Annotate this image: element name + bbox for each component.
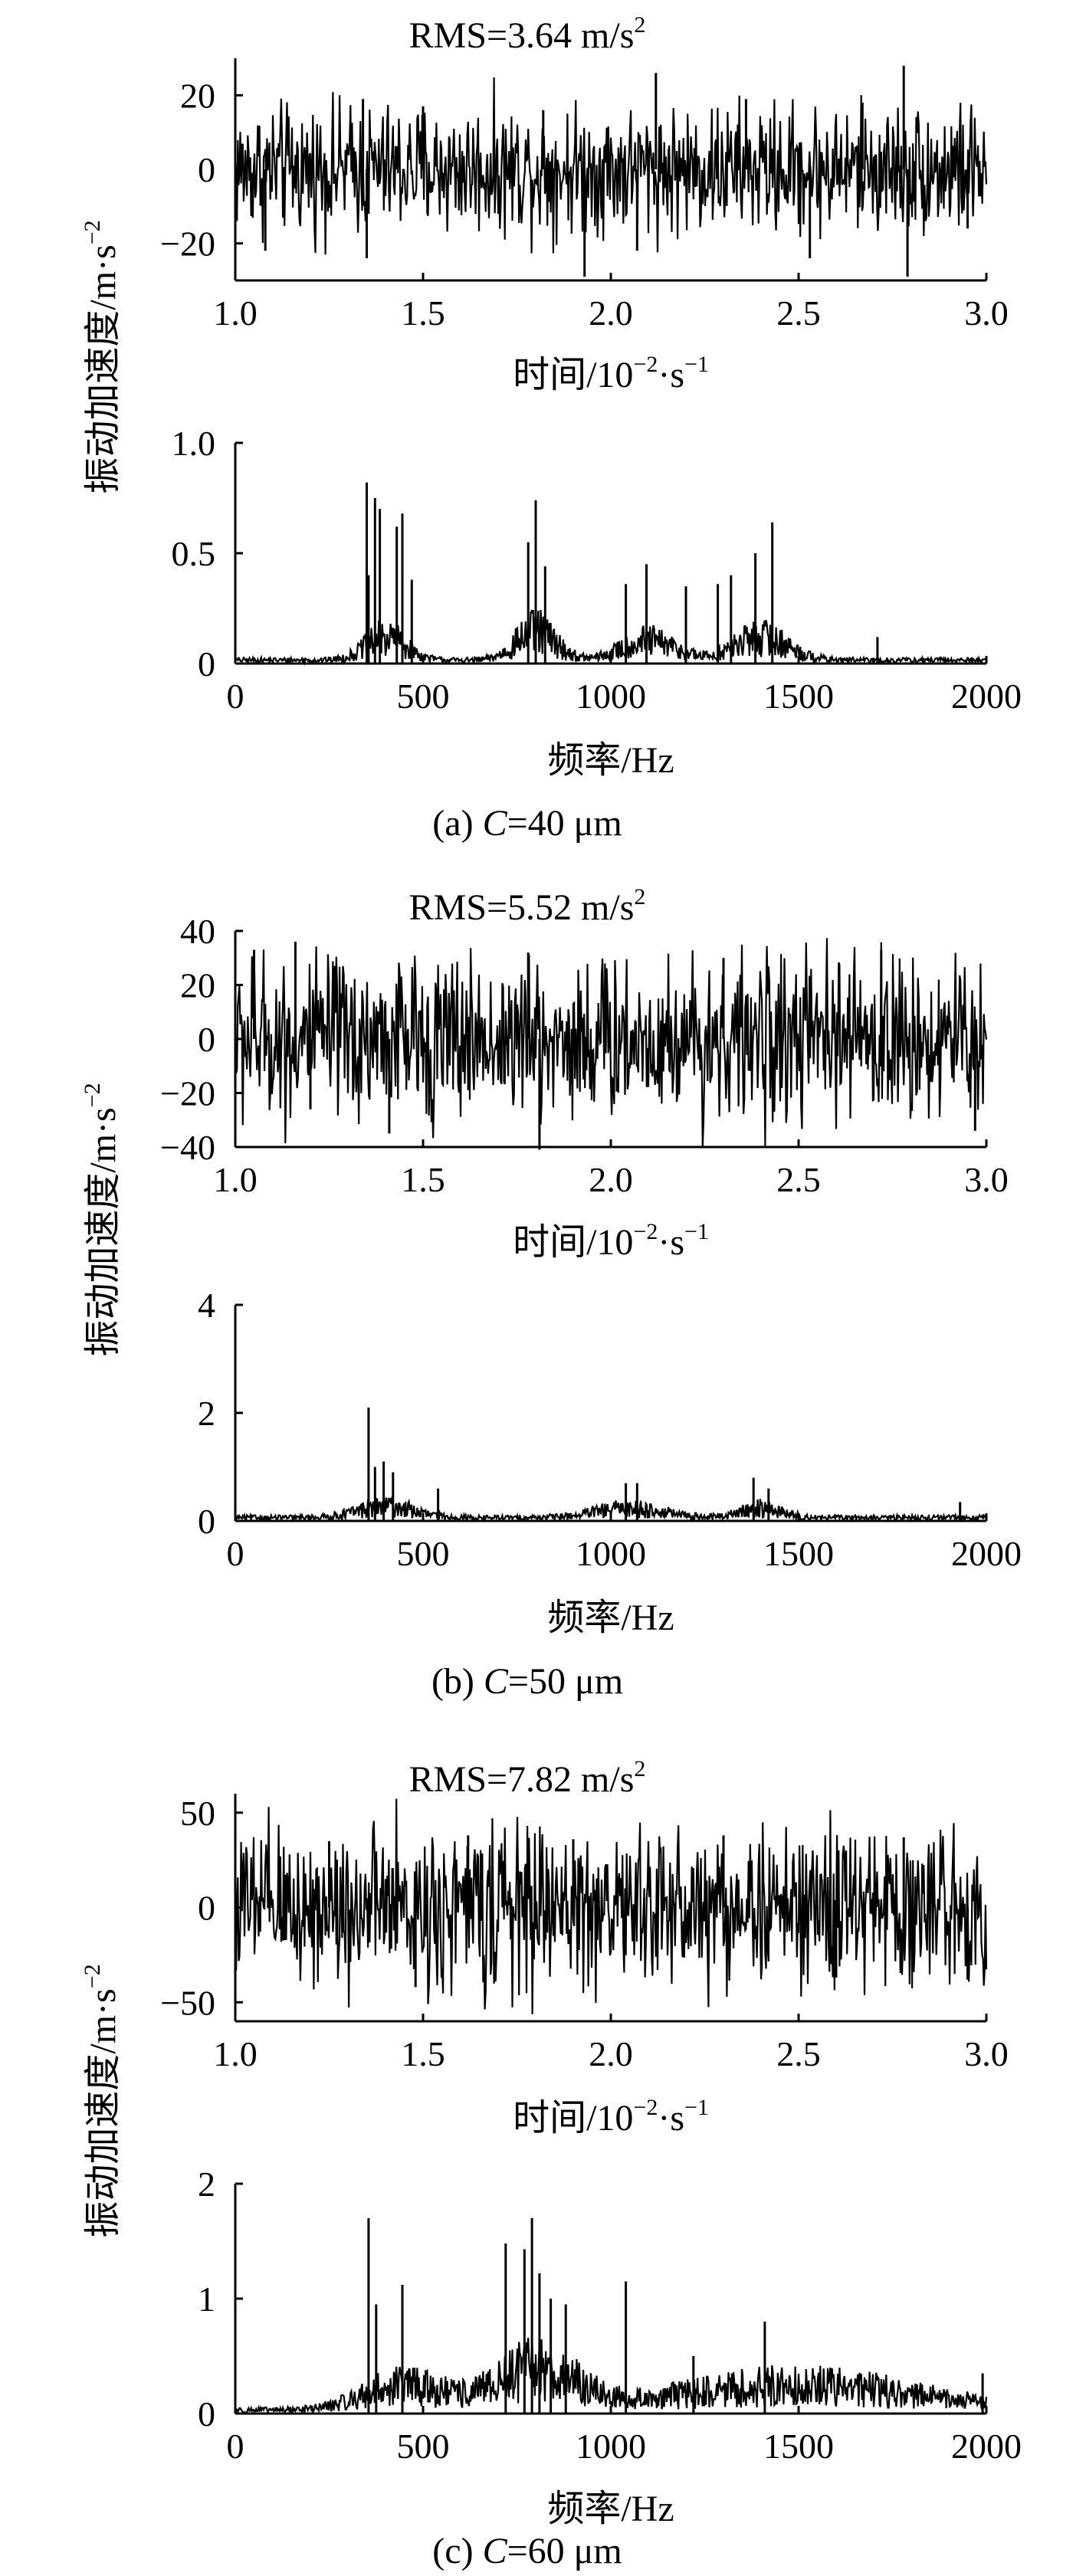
x-tick-label-a-time-3: 2.5	[776, 293, 821, 333]
x-tick-label-b-freq-1: 500	[397, 1534, 450, 1573]
x-tick-label-a-time-0: 1.0	[213, 293, 258, 333]
x-tick-label-b-time-4: 3.0	[964, 1160, 1009, 1199]
rms-superscript-c: 2	[634, 1756, 645, 1781]
y-tick-label-b-freq-2: 0	[198, 1502, 215, 1541]
x-tick-label-b-freq-2: 1000	[576, 1534, 646, 1573]
x-tick-label-c-freq-2: 1000	[576, 2427, 646, 2466]
time-axis-label-b: 时间/10−2·s−1	[513, 1219, 709, 1263]
x-tick-label-b-freq-4: 2000	[951, 1534, 1022, 1573]
time-axis-b: 1.0 1.5 2.0 2.5 3.0 40 20 0 −20 −40	[160, 912, 1009, 1199]
y-tick-label-c-time-2: −50	[160, 1983, 215, 2022]
caption-a: (a) C=40 μm	[432, 803, 622, 844]
y-tick-label-a-time-2: −20	[160, 224, 215, 264]
y-tick-label-c-time-0: 50	[180, 1794, 215, 1833]
y-tick-label-b-freq-1: 2	[198, 1394, 215, 1433]
x-tick-label-c-time-3: 2.5	[776, 2034, 821, 2073]
time-axis-c: 1.0 1.5 2.0 2.5 3.0 50 0 −50	[160, 1794, 1009, 2073]
x-tick-label-a-freq-3: 1500	[763, 677, 834, 716]
x-tick-label-a-time-2: 2.0	[589, 293, 633, 333]
y-tick-label-b-time-3: −20	[160, 1074, 215, 1113]
y-tick-label-b-time-0: 40	[180, 912, 215, 951]
y-tick-label-a-freq-1: 0.5	[172, 534, 216, 573]
x-tick-label-a-freq-1: 500	[397, 677, 450, 716]
freq-axis-label-b: 频率/Hz	[547, 1598, 674, 1638]
rms-label-b: RMS=5.52 m/s2	[409, 884, 646, 928]
y-tick-label-c-time-1: 0	[198, 1889, 215, 1928]
x-tick-label-c-freq-1: 500	[397, 2427, 450, 2466]
y-tick-label-a-time-1: 0	[198, 150, 215, 189]
x-tick-label-c-time-2: 2.0	[589, 2034, 633, 2073]
freq-axis-a: 0 500 1000 1500 2000 1.0 0.5 0	[172, 424, 1022, 716]
x-tick-label-c-time-0: 1.0	[213, 2034, 258, 2073]
x-tick-label-c-freq-4: 2000	[951, 2427, 1022, 2466]
y-tick-label-a-freq-0: 1.0	[172, 424, 216, 463]
y-tick-label-a-time-0: 20	[180, 76, 215, 115]
caption-b: (b) C=50 μm	[431, 1661, 623, 1702]
y-tick-label-b-time-4: −40	[160, 1128, 215, 1167]
y-tick-label-b-time-1: 20	[180, 966, 215, 1005]
x-tick-label-a-time-4: 3.0	[964, 293, 1009, 333]
x-tick-label-c-time-4: 3.0	[964, 2034, 1009, 2073]
y-tick-label-c-freq-2: 0	[198, 2394, 215, 2433]
caption-c: (c) C=60 μm	[432, 2531, 622, 2571]
freq-axis-c: 0 500 1000 1500 2000 2 1 0	[198, 2165, 1022, 2466]
x-tick-label-a-time-1: 1.5	[401, 293, 445, 333]
freq-axis-b: 0 500 1000 1500 2000 4 2 0	[198, 1286, 1022, 1573]
plot-layer	[234, 65, 988, 2416]
series-trace-b-time	[234, 938, 988, 1148]
rms-superscript-b: 2	[634, 884, 645, 909]
x-tick-label-b-time-2: 2.0	[589, 1160, 633, 1199]
y-tick-label-b-freq-0: 4	[198, 1286, 215, 1325]
series-trace-a-time	[234, 77, 988, 255]
time-axis-label-a: 时间/10−2·s−1	[513, 352, 709, 395]
time-axis-label-c: 时间/10−2·s−1	[513, 2095, 709, 2138]
series-trace-a-freq	[234, 609, 987, 666]
series-trace-c-freq	[235, 2338, 988, 2416]
y-axis-label-a: 振动加速度/m·s−2	[80, 220, 123, 493]
series-trace-b-freq	[234, 1495, 987, 1523]
x-tick-label-b-time-1: 1.5	[401, 1160, 445, 1199]
freq-axis-label-a: 频率/Hz	[547, 740, 674, 781]
x-tick-label-a-freq-0: 0	[227, 677, 244, 716]
rms-label-c: RMS=7.82 m/s2	[409, 1756, 646, 1800]
series-trace-c-time	[234, 1798, 988, 2014]
x-tick-label-a-freq-4: 2000	[951, 677, 1022, 716]
rms-superscript-a: 2	[634, 12, 645, 38]
x-tick-label-b-time-3: 2.5	[776, 1160, 821, 1199]
time-axis-a: 1.0 1.5 2.0 2.5 3.0 20 0 −20	[160, 58, 1009, 333]
rms-label-a: RMS=3.64 m/s2	[409, 12, 646, 56]
x-tick-label-c-freq-0: 0	[227, 2427, 244, 2466]
x-tick-label-b-freq-0: 0	[227, 1534, 244, 1573]
y-tick-label-c-freq-0: 2	[198, 2165, 215, 2204]
freq-axis-label-c: 频率/Hz	[547, 2489, 674, 2529]
x-tick-label-b-freq-3: 1500	[763, 1534, 834, 1573]
x-tick-label-b-time-0: 1.0	[213, 1160, 258, 1199]
y-axis-label-c: 振动加速度/m·s−2	[80, 1964, 123, 2237]
y-tick-label-a-freq-2: 0	[198, 644, 215, 683]
x-tick-label-a-freq-2: 1000	[576, 677, 646, 716]
y-axis-label-b: 振动加速度/m·s−2	[80, 1083, 123, 1356]
x-tick-label-c-time-1: 1.5	[401, 2034, 445, 2073]
y-tick-label-c-freq-1: 1	[198, 2279, 215, 2319]
y-tick-label-b-time-2: 0	[198, 1020, 215, 1059]
x-tick-label-c-freq-3: 1500	[763, 2427, 834, 2466]
